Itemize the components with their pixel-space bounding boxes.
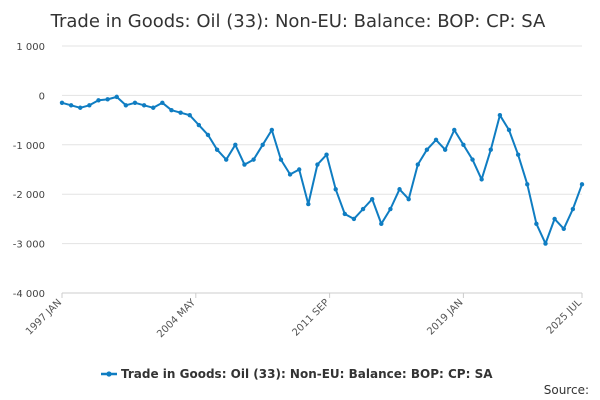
legend[interactable]: Trade in Goods: Oil (33): Non-EU: Balanc…	[101, 367, 493, 381]
legend-label: Trade in Goods: Oil (33): Non-EU: Balanc…	[121, 367, 493, 381]
x-axis-ticks: 1997 JAN 2004 MAY 2011 SEP 2019 JAN 2025 JUL	[24, 293, 584, 340]
data-point	[552, 216, 557, 222]
legend-dot-marker	[106, 371, 112, 377]
y-tick-label: -3 000	[13, 240, 45, 251]
data-point	[123, 103, 129, 108]
data-point	[479, 177, 484, 182]
data-point	[105, 97, 110, 102]
x-tick-label: 2011 SEP	[290, 297, 331, 338]
data-point	[151, 105, 156, 110]
x-tick-label: 1997 JAN	[24, 297, 64, 337]
data-point	[333, 187, 338, 192]
data-point	[315, 162, 320, 167]
data-point	[278, 157, 284, 162]
data-point	[132, 100, 138, 106]
data-point	[579, 182, 585, 187]
series	[59, 94, 585, 246]
x-tick-label: 2019 JAN	[425, 297, 465, 337]
data-point	[360, 206, 366, 212]
data-point	[324, 152, 329, 157]
data-point	[160, 100, 165, 106]
data-point	[87, 103, 92, 108]
data-point	[187, 112, 192, 118]
data-point	[287, 172, 293, 177]
data-point	[543, 241, 548, 246]
y-tick-label: -1 000	[13, 141, 45, 152]
data-point	[388, 206, 393, 212]
grid	[62, 45, 582, 294]
data-point	[461, 142, 466, 147]
data-point	[415, 162, 420, 167]
data-point	[224, 157, 229, 162]
y-axis-ticks: 1 000 0 -1 000 -2 000 -3 000 -4 000	[13, 42, 45, 300]
data-point	[506, 127, 512, 133]
data-point	[452, 127, 457, 133]
data-point	[242, 162, 247, 167]
data-point	[379, 221, 384, 227]
data-point	[470, 157, 475, 162]
data-point	[369, 196, 375, 202]
data-point	[497, 112, 503, 118]
x-tick-label: 2004 MAY	[155, 297, 198, 340]
data-point	[570, 206, 576, 212]
y-tick-label: 0	[39, 91, 45, 102]
data-point	[214, 147, 220, 152]
data-point	[488, 147, 493, 152]
data-point	[525, 182, 530, 187]
series-line	[61, 95, 583, 245]
data-point	[442, 147, 448, 152]
y-tick-label: -4 000	[13, 289, 45, 300]
data-point	[342, 211, 348, 217]
data-point	[178, 110, 183, 115]
data-point	[296, 167, 302, 172]
data-point	[269, 127, 275, 133]
data-point	[515, 152, 521, 157]
data-point	[406, 196, 411, 202]
data-point	[260, 142, 265, 147]
data-point	[397, 187, 402, 192]
data-point	[424, 147, 430, 152]
data-point	[534, 221, 539, 227]
data-point	[169, 108, 174, 113]
data-point	[561, 226, 566, 231]
data-point	[205, 132, 211, 138]
data-point	[251, 157, 256, 162]
data-point	[78, 105, 83, 110]
data-point	[114, 94, 119, 100]
data-point	[306, 201, 311, 207]
data-point	[96, 98, 101, 103]
y-tick-label: 1 000	[16, 42, 45, 53]
data-point	[433, 137, 439, 143]
data-point	[196, 122, 202, 128]
data-point	[59, 100, 65, 106]
data-point	[68, 103, 74, 108]
x-tick-label: 2025 JUL	[545, 297, 585, 337]
data-point	[141, 103, 147, 108]
y-tick-label: -2 000	[13, 190, 45, 201]
data-point	[233, 142, 238, 147]
source-label: Source:	[544, 383, 589, 397]
chart-title: Trade in Goods: Oil (33): Non-EU: Balanc…	[50, 11, 546, 32]
data-point	[351, 216, 357, 222]
